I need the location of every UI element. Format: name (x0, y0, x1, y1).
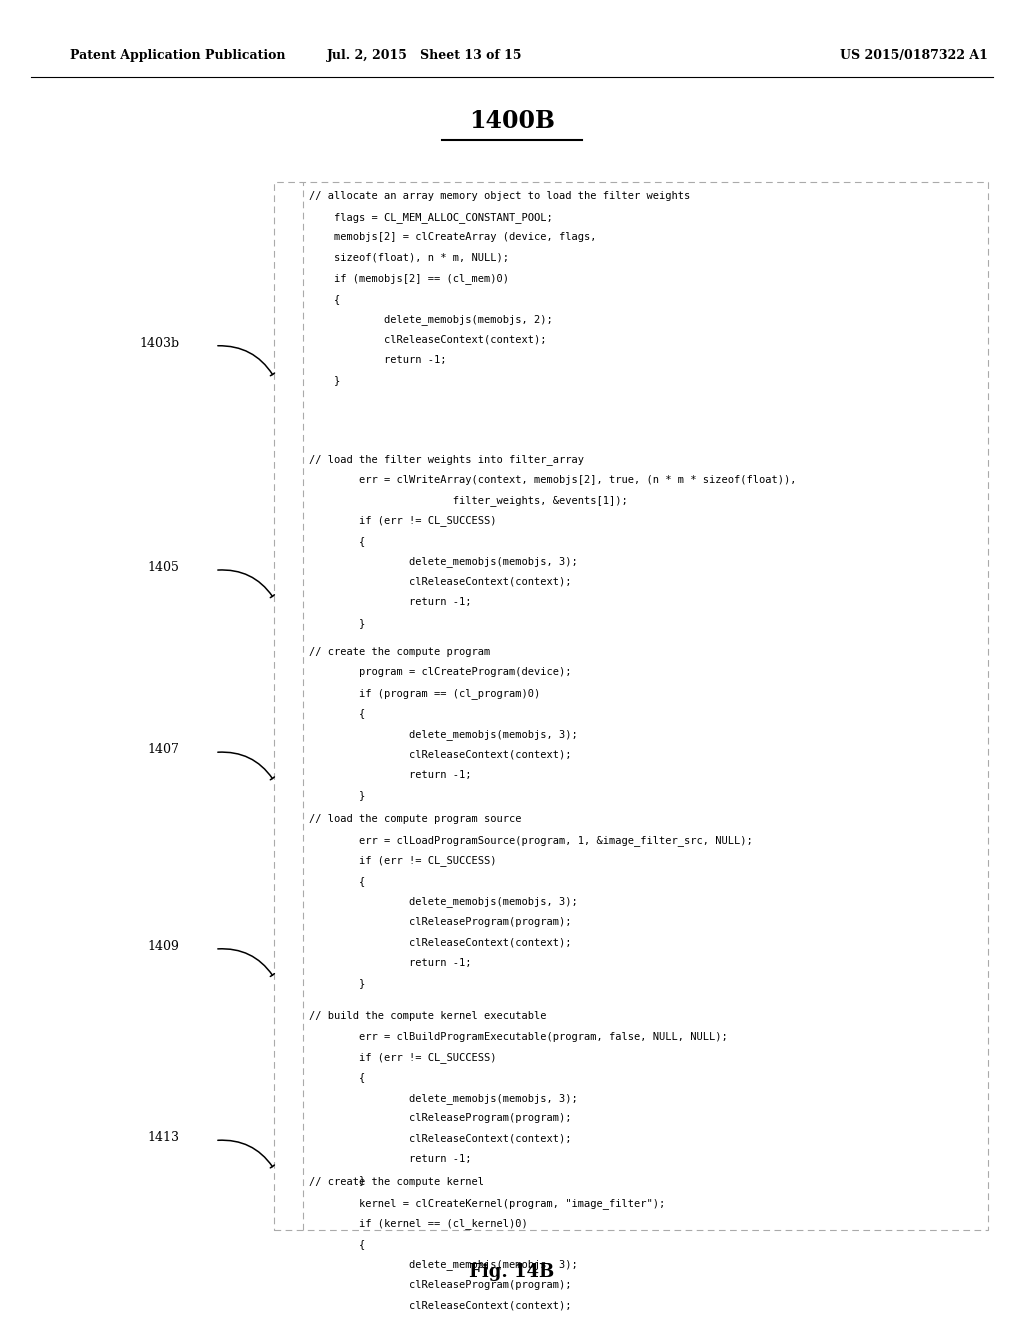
Text: kernel = clCreateKernel(program, "image_filter");: kernel = clCreateKernel(program, "image_… (309, 1199, 666, 1209)
Text: {: { (309, 536, 366, 546)
Text: US 2015/0187322 A1: US 2015/0187322 A1 (840, 49, 987, 62)
Text: filter_weights, &events[1]);: filter_weights, &events[1]); (309, 495, 628, 506)
Text: }: } (309, 1175, 366, 1185)
Text: {: { (309, 294, 341, 304)
Text: 1400B: 1400B (469, 110, 555, 133)
Text: Jul. 2, 2015   Sheet 13 of 15: Jul. 2, 2015 Sheet 13 of 15 (328, 49, 522, 62)
Text: clReleaseContext(context);: clReleaseContext(context); (309, 577, 571, 587)
Text: Patent Application Publication: Patent Application Publication (70, 49, 285, 62)
Text: delete_memobjs(memobjs, 2);: delete_memobjs(memobjs, 2); (309, 314, 553, 325)
Text: clReleaseContext(context);: clReleaseContext(context); (309, 1300, 571, 1311)
Text: }: } (309, 978, 366, 989)
Text: delete_memobjs(memobjs, 3);: delete_memobjs(memobjs, 3); (309, 896, 578, 907)
Text: Fig. 14B: Fig. 14B (469, 1263, 555, 1282)
Text: return -1;: return -1; (309, 958, 472, 968)
Text: delete_memobjs(memobjs, 3);: delete_memobjs(memobjs, 3); (309, 557, 578, 568)
Text: err = clBuildProgramExecutable(program, false, NULL, NULL);: err = clBuildProgramExecutable(program, … (309, 1032, 728, 1041)
Text: clReleaseContext(context);: clReleaseContext(context); (309, 937, 571, 948)
Text: return -1;: return -1; (309, 1154, 472, 1164)
Text: memobjs[2] = clCreateArray (device, flags,: memobjs[2] = clCreateArray (device, flag… (309, 232, 597, 243)
Text: 1403b: 1403b (139, 337, 179, 350)
Text: {: { (309, 1072, 366, 1082)
Text: delete_memobjs(memobjs, 3);: delete_memobjs(memobjs, 3); (309, 1259, 578, 1270)
Text: }: } (309, 618, 366, 628)
Text: // create the compute program: // create the compute program (309, 647, 490, 657)
Text: if (program == (cl_program)0): if (program == (cl_program)0) (309, 688, 541, 698)
Text: 1407: 1407 (147, 743, 179, 756)
Text: // create the compute kernel: // create the compute kernel (309, 1177, 484, 1188)
Text: {: { (309, 708, 366, 718)
Text: if (err != CL_SUCCESS): if (err != CL_SUCCESS) (309, 1052, 497, 1063)
Text: // load the compute program source: // load the compute program source (309, 814, 522, 825)
Text: clReleaseContext(context);: clReleaseContext(context); (309, 750, 571, 759)
Text: // load the filter weights into filter_array: // load the filter weights into filter_a… (309, 454, 585, 465)
Text: clReleaseContext(context);: clReleaseContext(context); (309, 335, 547, 345)
Text: err = clWriteArray(context, memobjs[2], true, (n * m * sizeof(float)),: err = clWriteArray(context, memobjs[2], … (309, 474, 797, 484)
Text: return -1;: return -1; (309, 597, 472, 607)
Text: return -1;: return -1; (309, 770, 472, 780)
Text: // build the compute kernel executable: // build the compute kernel executable (309, 1011, 547, 1022)
Text: clReleaseProgram(program);: clReleaseProgram(program); (309, 1280, 571, 1290)
Bar (274, 182, 988, 1230)
Text: clReleaseProgram(program);: clReleaseProgram(program); (309, 916, 571, 927)
Text: if (err != CL_SUCCESS): if (err != CL_SUCCESS) (309, 515, 497, 527)
Text: clReleaseProgram(program);: clReleaseProgram(program); (309, 1113, 571, 1123)
Text: }: } (309, 789, 366, 800)
Text: 1413: 1413 (147, 1131, 179, 1144)
Text: }: } (309, 375, 341, 385)
Text: program = clCreateProgram(device);: program = clCreateProgram(device); (309, 668, 571, 677)
Text: {: { (309, 876, 366, 886)
Text: flags = CL_MEM_ALLOC_CONSTANT_POOL;: flags = CL_MEM_ALLOC_CONSTANT_POOL; (309, 211, 553, 223)
Text: 1409: 1409 (147, 940, 179, 953)
Text: 1405: 1405 (147, 561, 179, 574)
Text: delete_memobjs(memobjs, 3);: delete_memobjs(memobjs, 3); (309, 729, 578, 739)
Text: delete_memobjs(memobjs, 3);: delete_memobjs(memobjs, 3); (309, 1093, 578, 1104)
Text: {: { (309, 1238, 366, 1249)
Text: // allocate an array memory object to load the filter weights: // allocate an array memory object to lo… (309, 191, 690, 202)
Text: if (err != CL_SUCCESS): if (err != CL_SUCCESS) (309, 855, 497, 866)
Text: sizeof(float), n * m, NULL);: sizeof(float), n * m, NULL); (309, 253, 509, 263)
Text: clReleaseContext(context);: clReleaseContext(context); (309, 1134, 571, 1144)
Text: if (kernel == (cl_kernel)0): if (kernel == (cl_kernel)0) (309, 1218, 528, 1229)
Text: err = clLoadProgramSource(program, 1, &image_filter_src, NULL);: err = clLoadProgramSource(program, 1, &i… (309, 836, 753, 846)
Text: return -1;: return -1; (309, 355, 446, 366)
Text: if (memobjs[2] == (cl_mem)0): if (memobjs[2] == (cl_mem)0) (309, 273, 509, 284)
